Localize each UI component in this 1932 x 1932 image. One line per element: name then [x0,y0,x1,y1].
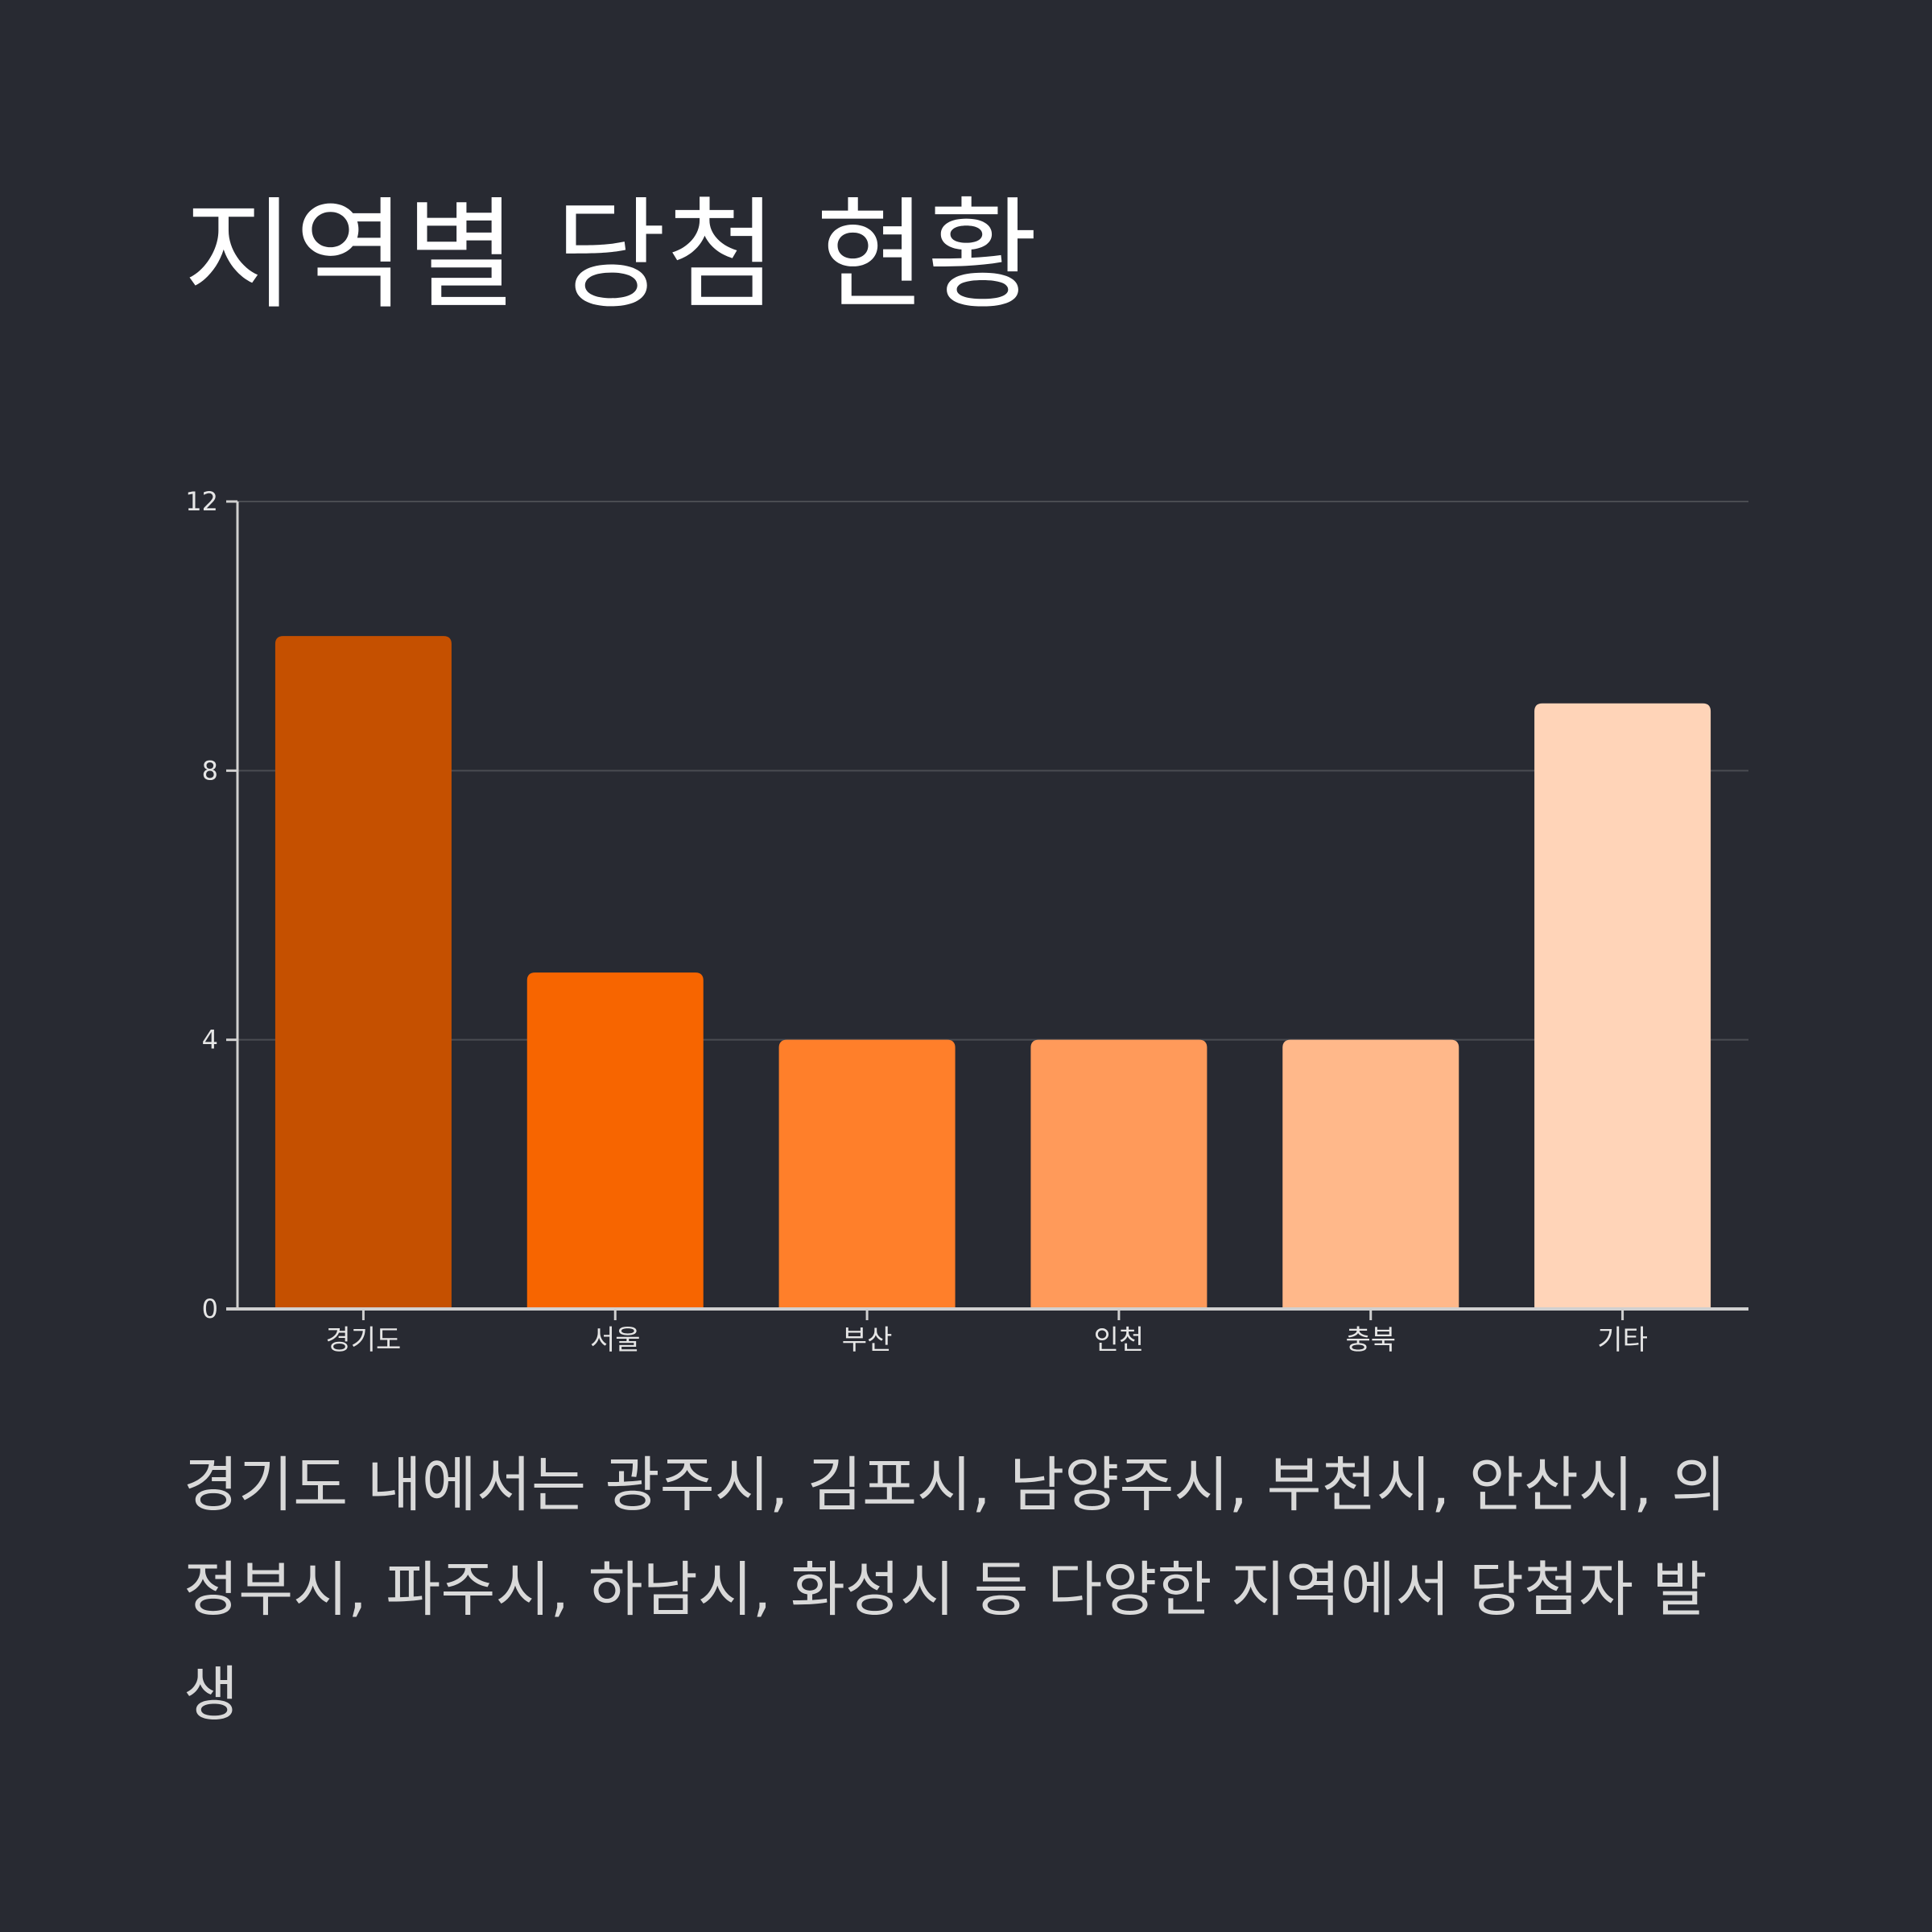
bar-부산 [778,1039,956,1309]
gridlines [237,501,1748,1041]
bar-경기도 [275,636,452,1309]
bar-서울 [526,972,704,1309]
x-tick-label: 부산 [842,1324,893,1356]
bars [275,636,1711,1309]
axes [226,500,1748,1320]
bar-chart: 0 4 8 12 경기도 서울 부산 인천 충북 기타 [185,486,1748,1356]
bar-충북 [1282,1039,1459,1309]
x-tick-label: 충북 [1345,1324,1396,1356]
x-tick-label: 경기도 [325,1324,401,1356]
y-tick-label: 8 [202,755,218,786]
y-tick-label: 0 [202,1294,218,1324]
axis-labels: 0 4 8 12 경기도 서울 부산 인천 충북 기타 [185,486,1648,1356]
bar-기타 [1534,703,1711,1309]
chart-description: 경기도 내에서는 광주시, 김포시, 남양주시, 부천시, 안산시, 의정부시,… [184,1451,1727,1729]
bar-인천 [1030,1039,1208,1309]
x-tick-label: 기타 [1597,1324,1648,1356]
x-tick-label: 인천 [1094,1324,1145,1356]
y-tick-label: 4 [202,1025,218,1055]
y-tick-label: 12 [185,486,218,517]
x-tick-label: 서울 [590,1324,641,1356]
chart-title: 지역별 당첨 현황 [184,186,1038,326]
